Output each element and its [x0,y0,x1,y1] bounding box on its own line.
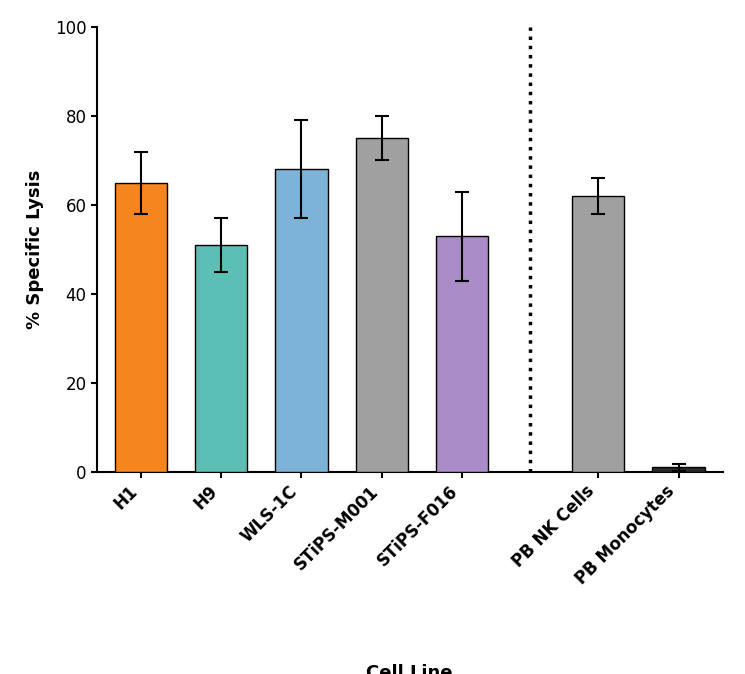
Bar [436,236,488,472]
Bar [355,138,408,472]
X-axis label: Cell Line: Cell Line [367,665,453,674]
Bar [115,183,167,472]
Bar [572,196,624,472]
Bar [195,245,247,472]
Bar [276,169,328,472]
Bar [653,467,705,472]
Y-axis label: % Specific Lysis: % Specific Lysis [25,170,44,329]
